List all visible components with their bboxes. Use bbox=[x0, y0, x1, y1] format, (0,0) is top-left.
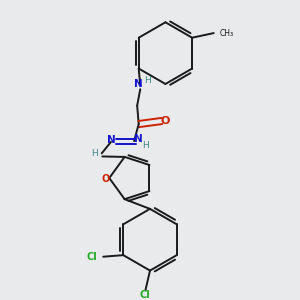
Text: N: N bbox=[134, 79, 143, 89]
Text: N: N bbox=[134, 134, 143, 145]
Text: O: O bbox=[101, 174, 110, 184]
Text: N: N bbox=[107, 135, 116, 145]
Text: O: O bbox=[161, 116, 170, 126]
Text: CH₃: CH₃ bbox=[219, 28, 233, 38]
Text: Cl: Cl bbox=[140, 290, 151, 300]
Text: H: H bbox=[145, 76, 151, 85]
Text: Cl: Cl bbox=[87, 252, 98, 262]
Text: H: H bbox=[142, 141, 149, 150]
Text: H: H bbox=[92, 149, 98, 158]
